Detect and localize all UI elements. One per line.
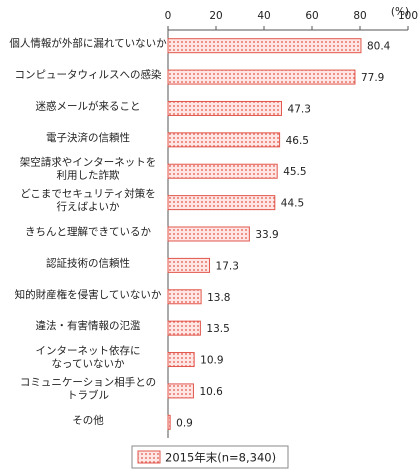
y-tick-label: 電子決済の信頼性 [46, 131, 130, 144]
bar [167, 163, 278, 179]
x-tick-label: 20 [209, 10, 222, 22]
value-label: 10.6 [199, 386, 223, 398]
bar [167, 69, 356, 85]
bar [167, 100, 283, 116]
value-label: 17.3 [216, 260, 239, 272]
bar [167, 38, 362, 54]
y-tick-label: 知的財産権を侵害していないか [15, 288, 162, 301]
value-label: 46.5 [286, 135, 309, 147]
value-label: 13.5 [206, 323, 229, 335]
y-tick-label: 個人情報が外部に漏れていないか [9, 37, 167, 50]
y-tick-label: 違法・有害情報の氾濫 [36, 319, 141, 332]
y-tick-label: 迷惑メールが来ること [36, 99, 141, 112]
bar [167, 320, 201, 336]
y-tick-label: その他 [72, 413, 104, 426]
y-tick-label: きちんと理解できているか [25, 225, 151, 238]
y-tick-label: コンピュータウィルスへの感染 [15, 68, 162, 81]
y-tick-label: 架空請求やインターネットを利用した詐欺 [20, 156, 157, 182]
bar [167, 383, 194, 399]
bar [167, 226, 250, 242]
value-label: 0.9 [176, 417, 193, 429]
y-tick-label: 認証技術の信頼性 [46, 256, 130, 269]
x-tick-label: 0 [165, 10, 172, 22]
bar [167, 132, 281, 148]
legend-swatch [137, 450, 161, 464]
x-tick-label: 60 [305, 10, 318, 22]
x-tick-label: 40 [257, 10, 270, 22]
bar [167, 195, 276, 211]
axis-unit: (%) [391, 6, 409, 18]
value-label: 10.9 [200, 355, 223, 367]
y-tick-label: コミュニケーション相手とのトラブル [20, 375, 156, 401]
x-tick-label: 80 [353, 10, 366, 22]
y-tick-label: インターネット依存になっていないか [36, 344, 141, 370]
x-tick-label: 100 [398, 10, 418, 22]
legend-label: 2015年末(n=8,340) [165, 451, 276, 465]
bar [167, 257, 211, 273]
bar [167, 352, 195, 368]
value-label: 47.3 [288, 103, 311, 115]
value-label: 80.4 [367, 41, 391, 53]
value-label: 45.5 [283, 166, 306, 178]
value-label: 13.8 [207, 292, 230, 304]
legend-box [131, 445, 289, 469]
value-label: 33.9 [255, 229, 278, 241]
value-label: 44.5 [281, 198, 304, 210]
bar [167, 289, 202, 305]
bar [167, 414, 171, 430]
value-label: 77.9 [361, 72, 384, 84]
y-tick-label: どこまでセキュリティ対策を行えばよいか [20, 187, 156, 213]
